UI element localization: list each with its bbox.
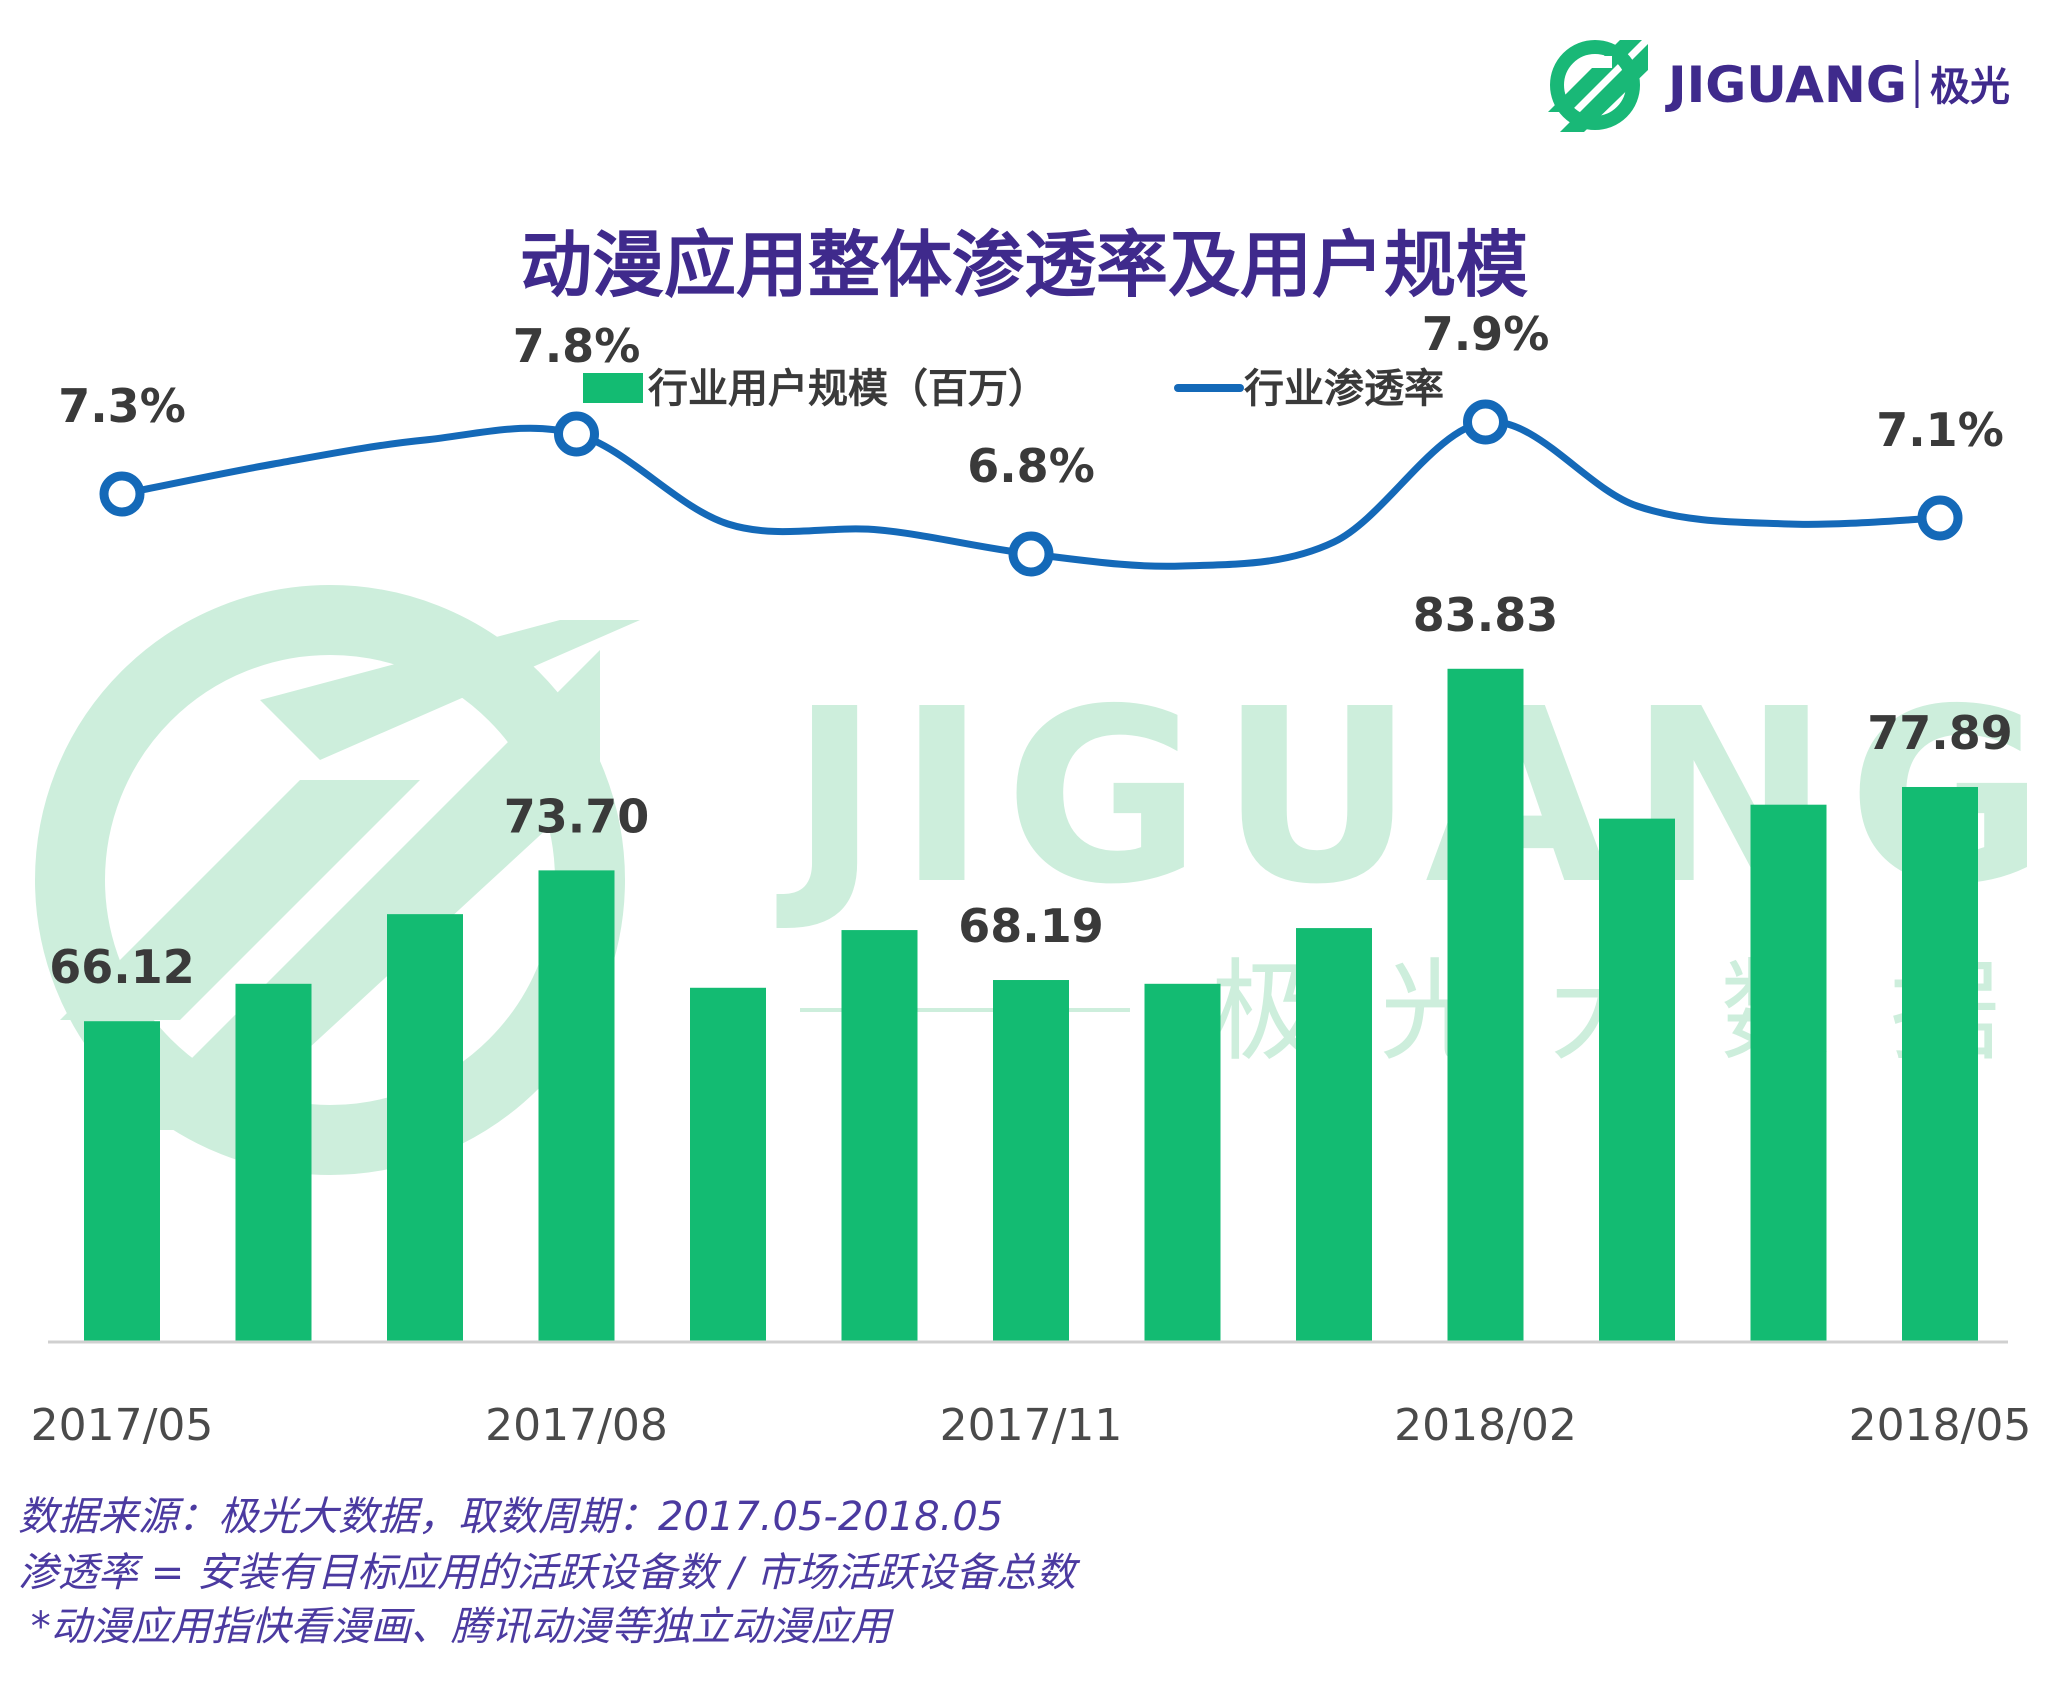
chart-title: 动漫应用整体渗透率及用户规模 <box>520 223 1528 307</box>
bar-2017/11 <box>993 980 1069 1342</box>
header-logo: JIGUANG 极光 <box>1548 40 2010 132</box>
bar-2018/04 <box>1750 804 1827 1342</box>
bar-2018/03 <box>1599 818 1675 1342</box>
line-label-2017/11: 6.8% <box>967 439 1095 493</box>
legend-line-label: 行业渗透率 <box>1244 366 1444 412</box>
bar-data-labels: 66.12 73.70 68.19 83.83 77.89 <box>49 588 2013 994</box>
legend-bar-label: 行业用户规模（百万） <box>648 366 1048 412</box>
line-label-2018/05: 7.1% <box>1876 403 2004 457</box>
bar-2018/01 <box>1296 928 1372 1342</box>
bar-2017/08 <box>538 870 615 1342</box>
line-series <box>99 399 1963 577</box>
line-marker-2017/05 <box>99 471 145 517</box>
bar-2017/12 <box>1144 983 1221 1342</box>
line-label-2017/05: 7.3% <box>58 379 186 433</box>
bar-2017/09 <box>690 987 766 1342</box>
brand-name: JIGUANG <box>1665 56 1907 114</box>
line-label-2017/08: 7.8% <box>513 319 641 373</box>
x-tick-2017/08: 2017/08 <box>485 1400 668 1451</box>
bar-label-2018/02: 83.83 <box>1413 588 1559 642</box>
bar-label-2017/11: 68.19 <box>958 899 1104 953</box>
bar-2017/05 <box>84 1021 160 1342</box>
footnotes: 数据来源：极光大数据，取数周期：2017.05-2018.05 渗透率 = 安装… <box>18 1494 1081 1650</box>
line-data-labels: 7.3% 7.8% 6.8% 7.9% 7.1% <box>58 307 2004 493</box>
x-tick-2017/11: 2017/11 <box>940 1400 1123 1451</box>
line-marker-2017/11 <box>1008 531 1054 577</box>
bar-2017/07 <box>387 914 463 1342</box>
bar-2017/06 <box>235 983 312 1342</box>
footnote-source: 数据来源：极光大数据，取数周期：2017.05-2018.05 <box>18 1494 1003 1540</box>
jiguang-logo-icon <box>1548 40 1648 132</box>
bar-2017/10 <box>841 930 918 1342</box>
x-axis-ticks: 2017/05 2017/08 2017/11 2018/02 2018/05 <box>31 1400 2032 1451</box>
line-marker-2018/05 <box>1917 495 1963 541</box>
line-marker-2017/08 <box>554 411 599 457</box>
bar-label-2017/05: 66.12 <box>49 940 195 994</box>
x-tick-2018/02: 2018/02 <box>1394 1400 1577 1451</box>
x-tick-2018/05: 2018/05 <box>1849 1400 2032 1451</box>
footnote-definition: 渗透率 = 安装有目标应用的活跃设备数 / 市场活跃设备总数 <box>18 1550 1081 1596</box>
line-label-2018/02: 7.9% <box>1422 307 1550 361</box>
bar-series <box>84 668 1978 1342</box>
bar-2018/05 <box>1902 786 1978 1342</box>
bar-2018/02 <box>1447 668 1524 1342</box>
footnote-scope: *动漫应用指快看漫画、腾讯动漫等独立动漫应用 <box>18 1604 895 1650</box>
watermark-brand: JIGUANG <box>776 657 2048 937</box>
line-marker-2018/02 <box>1463 399 1508 445</box>
bar-label-2017/08: 73.70 <box>504 789 650 843</box>
brand-name-cn: 极光 <box>1930 64 2010 110</box>
x-tick-2017/05: 2017/05 <box>31 1400 214 1451</box>
bar-label-2018/05: 77.89 <box>1867 706 2013 760</box>
legend: 行业用户规模（百万） 行业渗透率 <box>583 366 1444 412</box>
legend-bar-swatch <box>583 373 643 403</box>
